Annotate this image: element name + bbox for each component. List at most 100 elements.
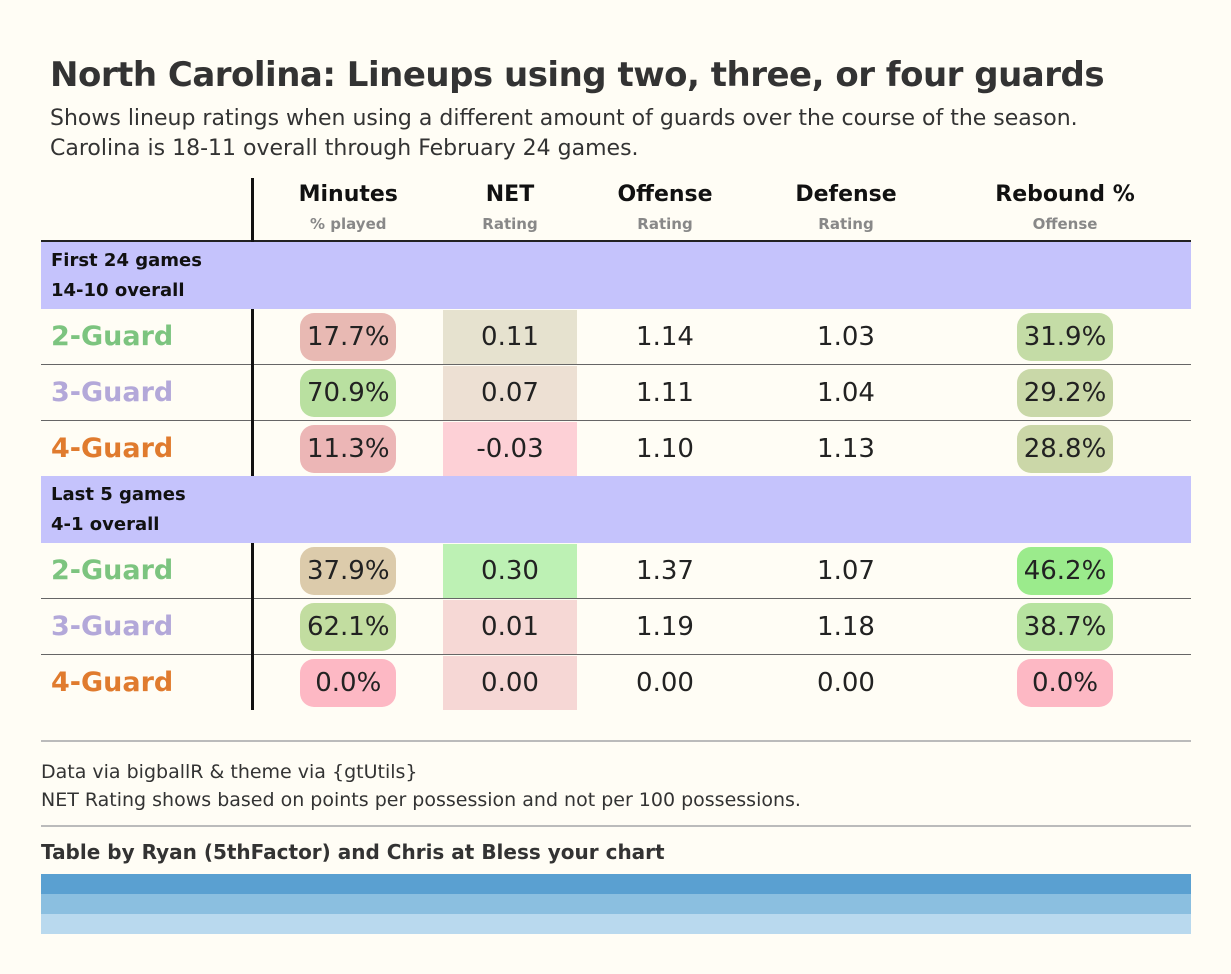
group-label-line-1: Last 5 games bbox=[51, 483, 186, 505]
minutes-value: 62.1% bbox=[300, 602, 397, 651]
defense-value: 1.13 bbox=[817, 433, 875, 464]
rebound-cell: 29.2% bbox=[939, 364, 1191, 421]
minutes-cell: 62.1% bbox=[252, 598, 443, 655]
net-value: 0.30 bbox=[443, 543, 577, 598]
rebound-cell: 31.9% bbox=[939, 309, 1191, 365]
net-cell: 0.01 bbox=[443, 598, 577, 655]
group-label-line-2: 14-10 overall bbox=[51, 279, 185, 301]
minutes-value: 11.3% bbox=[300, 424, 397, 473]
net-cell: 0.07 bbox=[443, 364, 577, 421]
table-row: 3-Guard 70.9% 0.07 1.11 1.04 29.2% bbox=[41, 364, 1191, 421]
footer-divider bbox=[41, 740, 1191, 742]
lineup-label: 4-Guard bbox=[41, 420, 254, 476]
header-row: Minutes % played NET Rating Offense Rati… bbox=[41, 178, 1191, 242]
rebound-cell: 38.7% bbox=[939, 598, 1191, 655]
offense-value: 1.37 bbox=[577, 543, 753, 599]
net-value: 0.00 bbox=[443, 655, 577, 710]
defense-value: 1.04 bbox=[753, 364, 939, 421]
credit-line: Table by Ryan (5thFactor) and Chris at B… bbox=[41, 840, 665, 864]
source-line-2: NET Rating shows based on points per pos… bbox=[41, 789, 801, 811]
column-header-label: Defense bbox=[795, 182, 897, 207]
column-header-sublabel: % played bbox=[310, 215, 387, 233]
lineup-label: 2-Guard bbox=[41, 543, 254, 599]
rebound-value: 38.7% bbox=[1017, 602, 1113, 651]
rebound-cell: 28.8% bbox=[939, 421, 1191, 477]
table-row: 3-Guard 62.1% 0.01 1.19 1.18 38.7% bbox=[41, 598, 1191, 655]
stub-header bbox=[41, 178, 254, 242]
subtitle: Shows lineup ratings when using a differ… bbox=[50, 104, 1190, 164]
page-title: North Carolina: Lineups using two, three… bbox=[50, 55, 1105, 95]
group-label: Last 5 games 4-1 overall bbox=[41, 476, 1191, 543]
lineup-label: 3-Guard bbox=[41, 598, 254, 655]
defense-value: 1.03 bbox=[753, 309, 939, 365]
rebound-value: 31.9% bbox=[1017, 312, 1113, 361]
column-header-sublabel: Rating bbox=[482, 215, 538, 233]
group-row: Last 5 games 4-1 overall bbox=[41, 476, 1191, 543]
color-band-3 bbox=[41, 914, 1191, 934]
group-label-line-2: 4-1 overall bbox=[51, 513, 160, 535]
net-value: 0.07 bbox=[443, 365, 577, 420]
lineup-label: 4-Guard bbox=[41, 654, 254, 710]
column-header-label: Offense bbox=[617, 182, 713, 207]
minutes-cell: 37.9% bbox=[252, 543, 443, 599]
net-value: -0.03 bbox=[443, 421, 577, 476]
net-cell: -0.03 bbox=[443, 421, 577, 477]
minutes-value: 70.9% bbox=[300, 368, 397, 417]
rebound-value: 46.2% bbox=[1017, 546, 1113, 595]
lineup-label: 3-Guard bbox=[41, 364, 254, 421]
table-body: First 24 games 14-10 overall 2-Guard 17.7% 0… bbox=[41, 241, 1191, 710]
rebound-value: 29.2% bbox=[1017, 368, 1113, 417]
subtitle-line-1: Shows lineup ratings when using a differ… bbox=[50, 106, 1078, 131]
group-label: First 24 games 14-10 overall bbox=[41, 241, 1191, 309]
rebound-value: 28.8% bbox=[1017, 424, 1113, 473]
column-header-rebound: Rebound % Offense bbox=[939, 178, 1191, 242]
offense-value: 1.19 bbox=[577, 598, 753, 655]
defense-value: 1.18 bbox=[753, 598, 939, 655]
footer-divider bbox=[41, 825, 1191, 827]
column-header-sublabel: Rating bbox=[637, 215, 693, 233]
net-cell: 0.00 bbox=[443, 655, 577, 711]
net-cell: 0.11 bbox=[443, 309, 577, 365]
offense-value: 1.10 bbox=[636, 433, 694, 464]
table-row: 4-Guard 11.3% -0.03 1.10 1.13 28.8% bbox=[41, 420, 1191, 477]
color-band-1 bbox=[41, 874, 1191, 894]
minutes-value: 0.0% bbox=[300, 658, 397, 707]
offense-value: 0.00 bbox=[636, 667, 694, 698]
column-header-label: Minutes bbox=[298, 182, 398, 207]
lineup-label: 2-Guard bbox=[41, 309, 254, 365]
minutes-cell: 0.0% bbox=[252, 655, 443, 711]
column-header-defense: Defense Rating bbox=[753, 178, 939, 242]
column-header-label: Rebound % bbox=[995, 182, 1135, 207]
minutes-cell: 11.3% bbox=[252, 421, 443, 477]
offense-value: 1.14 bbox=[577, 309, 753, 365]
minutes-cell: 17.7% bbox=[252, 309, 443, 365]
column-header-label: NET bbox=[485, 182, 535, 207]
rebound-cell: 46.2% bbox=[939, 543, 1191, 599]
column-header-sublabel: Offense bbox=[1032, 215, 1098, 233]
group-row: First 24 games 14-10 overall bbox=[41, 241, 1191, 309]
lineup-table: Minutes % played NET Rating Offense Rati… bbox=[41, 178, 1191, 710]
column-header-minutes: Minutes % played bbox=[252, 178, 443, 242]
table-row: 2-Guard 17.7% 0.11 1.14 1.03 31.9% bbox=[41, 309, 1191, 365]
column-header-sublabel: Rating bbox=[818, 215, 874, 233]
source-note: Data via bigballR & theme via {gtUtils} … bbox=[41, 758, 801, 814]
table-row: 2-Guard 37.9% 0.30 1.37 1.07 46.2% bbox=[41, 543, 1191, 599]
rebound-cell: 0.0% bbox=[939, 655, 1191, 711]
color-band-2 bbox=[41, 894, 1191, 914]
source-line-1: Data via bigballR & theme via {gtUtils} bbox=[41, 761, 418, 783]
offense-value: 1.11 bbox=[577, 364, 753, 421]
minutes-value: 37.9% bbox=[300, 546, 397, 595]
minutes-cell: 70.9% bbox=[252, 364, 443, 421]
net-cell: 0.30 bbox=[443, 543, 577, 599]
subtitle-line-2: Carolina is 18-11 overall through Februa… bbox=[50, 136, 639, 161]
column-header-net: NET Rating bbox=[443, 178, 577, 242]
net-value: 0.11 bbox=[443, 309, 577, 364]
column-header-offense: Offense Rating bbox=[577, 178, 753, 242]
defense-value: 1.07 bbox=[753, 543, 939, 599]
group-label-line-1: First 24 games bbox=[51, 249, 202, 271]
net-value: 0.01 bbox=[443, 599, 577, 654]
defense-value: 0.00 bbox=[817, 667, 875, 698]
table-row: 4-Guard 0.0% 0.00 0.00 0.00 0.0% bbox=[41, 654, 1191, 711]
minutes-value: 17.7% bbox=[300, 312, 397, 361]
rebound-value: 0.0% bbox=[1017, 658, 1113, 707]
